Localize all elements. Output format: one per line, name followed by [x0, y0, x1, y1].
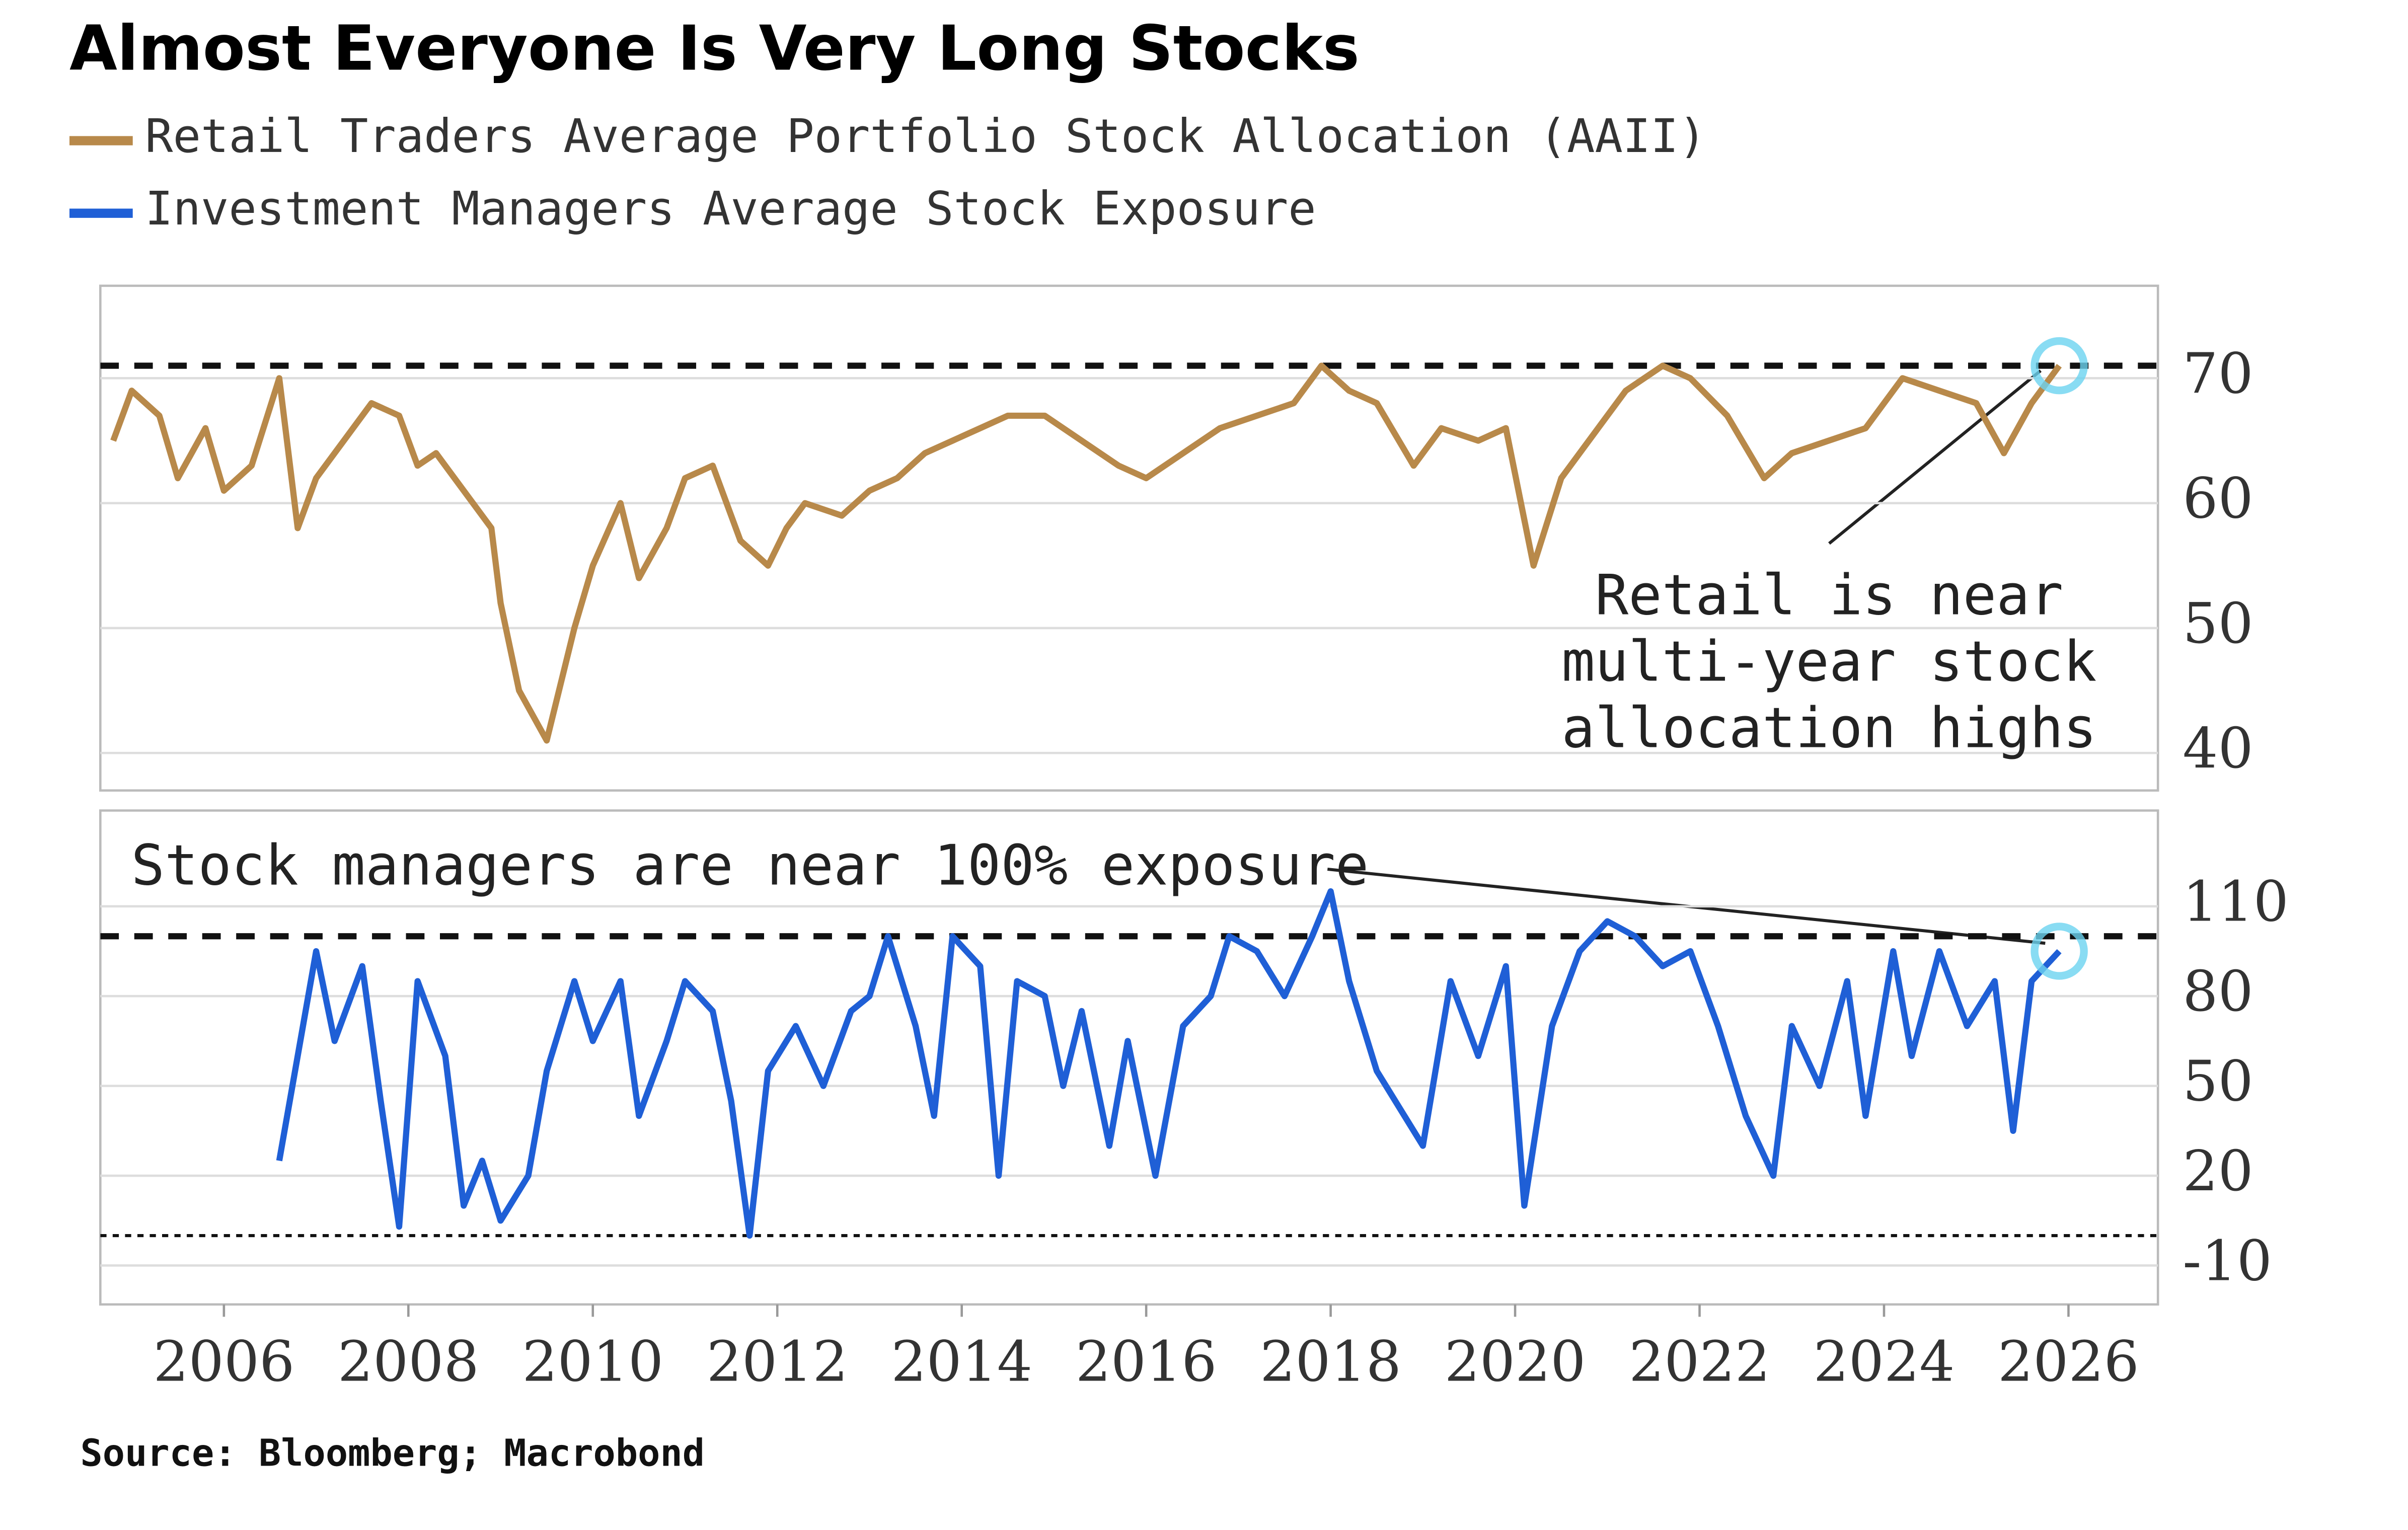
plot-frame [99, 284, 2159, 792]
x-tick-label: 2024 [1814, 1330, 1955, 1394]
x-tick-label: 2006 [153, 1330, 294, 1394]
x-tick-label: 2010 [522, 1330, 663, 1394]
y-tick-label: 60 [2183, 467, 2253, 531]
data-line [110, 362, 2062, 744]
legend-label: Investment Managers Average Stock Exposu… [145, 182, 1316, 236]
annotation-arrow [1828, 369, 2042, 545]
x-tick-label: 2026 [1998, 1330, 2139, 1394]
y-tick-label: 50 [2183, 592, 2253, 656]
x-tick-label: 2014 [891, 1330, 1032, 1394]
source-note: Source: Bloomberg; Macrobond [80, 1432, 705, 1475]
highlight-ring [2030, 923, 2088, 980]
plot-area [100, 337, 2158, 744]
y-tick-label: 70 [2183, 342, 2253, 406]
x-tick-label: 2020 [1445, 1330, 1586, 1394]
y-tick-label: 40 [2183, 717, 2253, 781]
chart-title: Almost Everyone Is Very Long Stocks [69, 12, 1360, 84]
plot-frame [99, 809, 2159, 1306]
y-tick-label: 110 [2183, 870, 2289, 935]
annotation: Stock managers are near 100% exposure [131, 833, 1369, 898]
highlight-ring [2030, 337, 2088, 395]
x-tick-label: 2016 [1076, 1330, 1217, 1394]
y-tick-label: -10 [2183, 1229, 2272, 1293]
y-tick-label: 80 [2183, 960, 2253, 1024]
annotation: Retail is near [1595, 564, 2063, 628]
x-tick-label: 2012 [707, 1330, 848, 1394]
x-tick-label: 2008 [338, 1330, 479, 1394]
x-tick-label: 2022 [1629, 1330, 1770, 1394]
data-line [276, 888, 2062, 1239]
annotation: allocation highs [1561, 696, 2096, 760]
annotation: multi-year stock [1561, 630, 2096, 694]
y-tick-label: 50 [2183, 1050, 2253, 1114]
plot-area [100, 888, 2158, 1239]
x-tick-label: 2018 [1260, 1330, 1401, 1394]
legend-label: Retail Traders Average Portfolio Stock A… [145, 109, 1706, 163]
y-tick-label: 20 [2183, 1139, 2253, 1204]
